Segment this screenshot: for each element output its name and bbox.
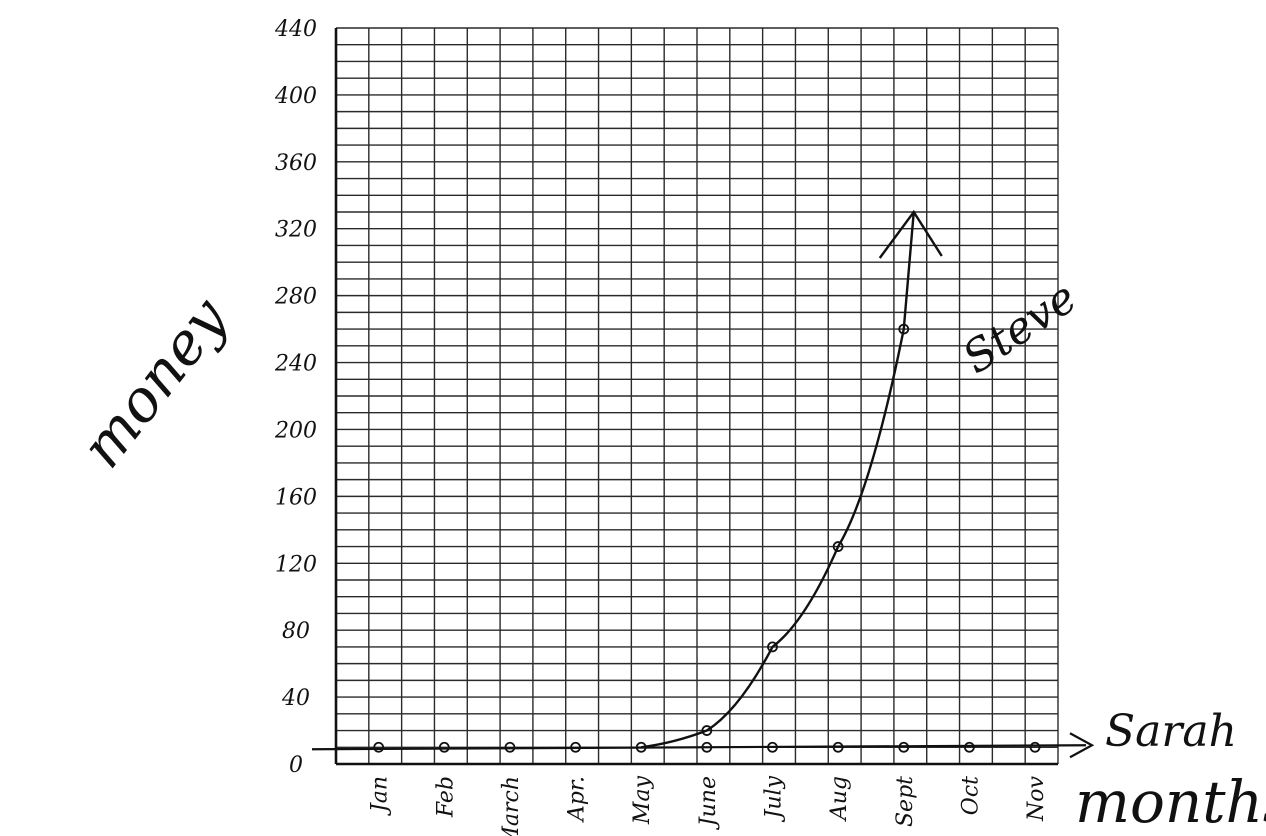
x-tick-label: Nov xyxy=(1024,775,1049,821)
x-tick-label: Sept xyxy=(893,776,918,827)
data-point-steve xyxy=(701,725,713,736)
series-line-sarah xyxy=(311,744,1087,751)
series-label-sarah: Sarah xyxy=(1105,706,1237,757)
data-point-sarah xyxy=(570,741,581,753)
y-tick-label: 400 xyxy=(274,84,317,109)
x-tick-label: July xyxy=(761,775,786,822)
series-arrowhead-steve xyxy=(878,209,943,259)
y-tick-label: 40 xyxy=(281,686,310,711)
x-tick-label: Feb xyxy=(433,776,458,818)
x-tick-labels: Jan Feb March Apr. May June July Aug Sept Oct Nov xyxy=(368,775,1049,836)
data-point-sarah xyxy=(438,741,450,753)
data-point-sarah xyxy=(832,741,844,753)
data-point-steve xyxy=(898,323,910,335)
data-point-sarah xyxy=(963,741,975,753)
x-tick-label: Apr. xyxy=(565,776,590,823)
x-tick-label: Jan xyxy=(368,776,393,816)
data-point-sarah xyxy=(767,741,778,753)
x-tick-label: May xyxy=(630,775,655,825)
data-point-sarah xyxy=(701,741,713,753)
y-tick-labels: 0 40 80 120 160 200 240 280 320 360 400 440 xyxy=(274,17,317,778)
y-tick-label: 240 xyxy=(274,352,317,377)
data-point-sarah xyxy=(1029,741,1041,753)
y-tick-label: 360 xyxy=(275,151,317,176)
x-tick-label: Aug xyxy=(827,776,852,822)
data-point-steve xyxy=(832,541,844,552)
series-arrowhead-sarah xyxy=(1069,732,1095,759)
data-point-sarah xyxy=(504,741,516,753)
y-tick-label: 280 xyxy=(274,285,317,310)
data-point-sarah xyxy=(635,741,647,753)
y-tick-label: 440 xyxy=(274,17,317,42)
x-tick-label: Oct xyxy=(958,776,983,815)
y-tick-label: 200 xyxy=(274,418,317,443)
y-axis-label: money xyxy=(68,284,242,480)
series xyxy=(311,209,1095,759)
x-tick-label: March xyxy=(499,776,524,836)
y-tick-label: 80 xyxy=(282,619,310,644)
x-axis-label: months xyxy=(1075,768,1266,836)
data-point-sarah xyxy=(898,741,910,753)
y-tick-label: 120 xyxy=(275,552,317,577)
axes xyxy=(334,28,1058,766)
data-point-sarah xyxy=(373,741,385,753)
y-tick-label: 0 xyxy=(289,753,303,778)
data-point-steve xyxy=(767,641,778,653)
y-tick-label: 320 xyxy=(275,218,317,243)
series-label-steve: Steve xyxy=(954,272,1086,384)
grid xyxy=(335,27,1059,765)
x-tick-label: June xyxy=(696,776,721,830)
y-tick-label: 160 xyxy=(275,485,317,510)
